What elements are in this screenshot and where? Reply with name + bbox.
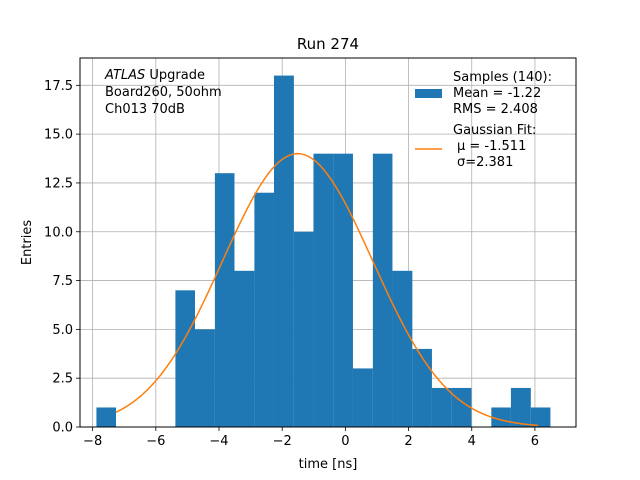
histogram-bar bbox=[175, 290, 195, 427]
histogram-bar bbox=[392, 270, 413, 427]
histogram-bar bbox=[96, 407, 117, 427]
x-tick-label: 4 bbox=[468, 434, 476, 449]
plot-frame bbox=[79, 57, 577, 428]
y-tick-label: 10.0 bbox=[44, 225, 73, 240]
gaussian-fit bbox=[115, 152, 539, 427]
x-tick-label: −2 bbox=[273, 434, 292, 449]
annotation-line: ATLAS Upgrade bbox=[104, 68, 205, 83]
annotation: ATLAS Upgrade Board260, 50ohm Ch013 70dB bbox=[104, 68, 222, 117]
x-axis-label: time [ns] bbox=[299, 457, 358, 472]
histogram-bar bbox=[194, 329, 215, 427]
legend-label-fit: μ = -1.511 bbox=[457, 139, 526, 154]
histogram-bar bbox=[333, 153, 353, 427]
legend-patch bbox=[415, 89, 442, 98]
x-tick-label: 0 bbox=[341, 434, 349, 449]
histogram-bar bbox=[491, 407, 511, 427]
y-tick-label: 0.0 bbox=[52, 421, 73, 436]
y-tick-label: 5.0 bbox=[52, 323, 73, 338]
histogram-bar bbox=[234, 270, 255, 427]
fit-curve bbox=[115, 152, 539, 427]
annotation-line: Ch013 70dB bbox=[105, 102, 185, 117]
histogram-bar bbox=[412, 348, 432, 427]
histogram-bar bbox=[352, 368, 373, 427]
y-tick-label: 15.0 bbox=[44, 128, 73, 143]
chart-title: Run 274 bbox=[297, 35, 359, 53]
y-tick-label: 17.5 bbox=[44, 79, 73, 94]
y-axis-label: Entries bbox=[20, 220, 35, 266]
legend-label-fit: Gaussian Fit: bbox=[453, 123, 536, 138]
legend: Samples (140): Mean = -1.22 RMS = 2.408 G… bbox=[415, 70, 552, 170]
histogram-bar bbox=[293, 231, 314, 427]
x-tick-label: −8 bbox=[83, 434, 102, 449]
histogram-bar bbox=[214, 173, 235, 427]
y-tick-label: 7.5 bbox=[52, 274, 73, 289]
annotation-line: Board260, 50ohm bbox=[105, 85, 222, 100]
y-axis: 0.0 2.5 5.0 7.5 10.0 12.5 15.0 17.5 bbox=[44, 79, 80, 436]
y-tick-label: 2.5 bbox=[52, 372, 73, 387]
x-tick-label: 2 bbox=[404, 434, 412, 449]
y-tick-label: 12.5 bbox=[44, 176, 73, 191]
x-tick-label: −4 bbox=[209, 434, 228, 449]
histogram-bar bbox=[530, 407, 551, 427]
histogram-bar bbox=[254, 192, 274, 427]
histogram-bar bbox=[451, 387, 472, 427]
legend-label-samples: Mean = -1.22 bbox=[453, 86, 541, 101]
histogram-bar bbox=[313, 153, 334, 427]
histogram-bar bbox=[431, 387, 452, 427]
histogram-bars bbox=[96, 75, 551, 428]
histogram-bar bbox=[510, 387, 531, 427]
legend-label-fit: σ=2.381 bbox=[457, 155, 513, 170]
histogram-bar bbox=[372, 153, 393, 427]
histogram-bar bbox=[273, 75, 294, 428]
x-tick-label: −6 bbox=[146, 434, 165, 449]
x-axis: −8 −6 −4 −2 0 2 4 6 bbox=[83, 427, 539, 449]
legend-label-samples: Samples (140): bbox=[453, 70, 552, 85]
legend-label-samples: RMS = 2.408 bbox=[453, 102, 538, 117]
x-tick-label: 6 bbox=[531, 434, 539, 449]
